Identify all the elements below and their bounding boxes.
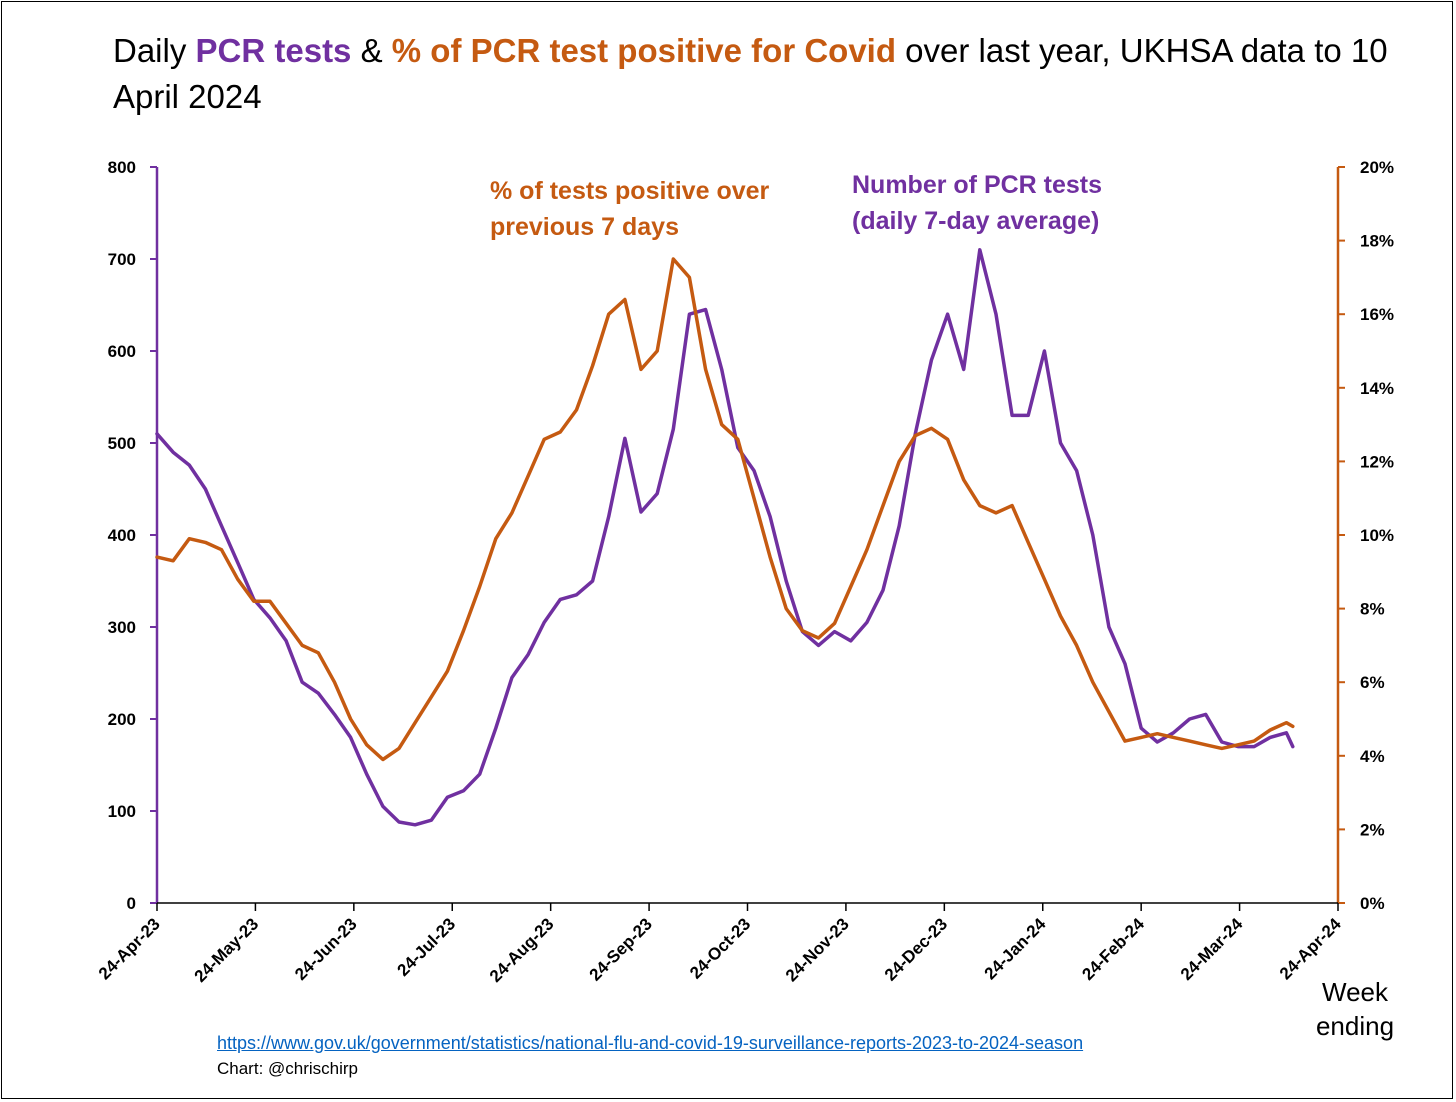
y-left-tick-label: 200 [108, 710, 136, 729]
series-annotation: % of tests positive over [490, 177, 770, 205]
title-tests-highlight: PCR tests [195, 32, 352, 69]
y-right-tick-label: 18% [1360, 232, 1394, 251]
y-left-tick-label: 600 [108, 342, 136, 361]
y-right-tick-label: 20% [1360, 158, 1394, 177]
source-link[interactable]: https://www.gov.uk/government/statistics… [217, 1033, 1084, 1053]
y-left-tick-label: 800 [108, 158, 136, 177]
title-part-1: Daily [113, 32, 196, 69]
y-right-tick-label: 8% [1360, 600, 1385, 619]
x-tick-label: 24-Aug-23 [486, 914, 558, 986]
x-tick-label: 24-Apr-24 [1276, 914, 1345, 983]
series-annotation: (daily 7-day average) [852, 207, 1099, 235]
x-tick-label: 24-Jul-23 [394, 914, 460, 980]
x-tick-label: 24-Dec-23 [881, 914, 951, 984]
x-tick-label: 24-Nov-23 [782, 914, 853, 985]
x-tick-label: 24-Jun-23 [291, 914, 361, 984]
y-right-tick-label: 14% [1360, 379, 1394, 398]
y-left-tick-label: 700 [108, 250, 136, 269]
x-tick-label: 24-Oct-23 [686, 914, 754, 982]
chart-title: Daily PCR tests & % of PCR test positive… [113, 28, 1413, 120]
x-tick-label: 24-Mar-24 [1177, 914, 1247, 984]
x-tick-label: 24-Feb-24 [1078, 914, 1148, 984]
y-left-tick-label: 500 [108, 434, 136, 453]
title-positivity-highlight: % of PCR test positive for Covid [391, 32, 896, 69]
series-line-pcr-tests [155, 248, 1295, 827]
y-right-tick-label: 4% [1360, 747, 1385, 766]
y-right-tick-label: 0% [1360, 894, 1385, 913]
series-annotation: Number of PCR tests [852, 171, 1102, 199]
y-left-tick-label: 300 [108, 618, 136, 637]
title-part-3: & [351, 32, 392, 69]
y-left-tick-label: 0 [127, 894, 136, 913]
y-right-tick-label: 10% [1360, 526, 1394, 545]
y-right-tick-label: 12% [1360, 452, 1394, 471]
y-right-tick-label: 16% [1360, 305, 1394, 324]
y-left-tick-label: 400 [108, 526, 136, 545]
x-tick-label: 24-Jan-24 [981, 914, 1050, 983]
y-left-tick-label: 100 [108, 802, 136, 821]
y-right-tick-label: 2% [1360, 820, 1385, 839]
y-right-tick-label: 6% [1360, 673, 1385, 692]
x-tick-label: 24-Sep-23 [586, 914, 656, 984]
title-part-5: over last year, UKHSA data to 10 April 2… [113, 32, 1388, 115]
x-tick-label: 24-May-23 [191, 914, 263, 986]
x-tick-label: 24-Apr-23 [95, 914, 164, 983]
series-line-positivity [155, 257, 1295, 762]
series-annotation: previous 7 days [490, 213, 679, 241]
chart-credit: Chart: @chrischirp [217, 1059, 359, 1078]
x-axis-title: Week ending [1315, 977, 1395, 1041]
